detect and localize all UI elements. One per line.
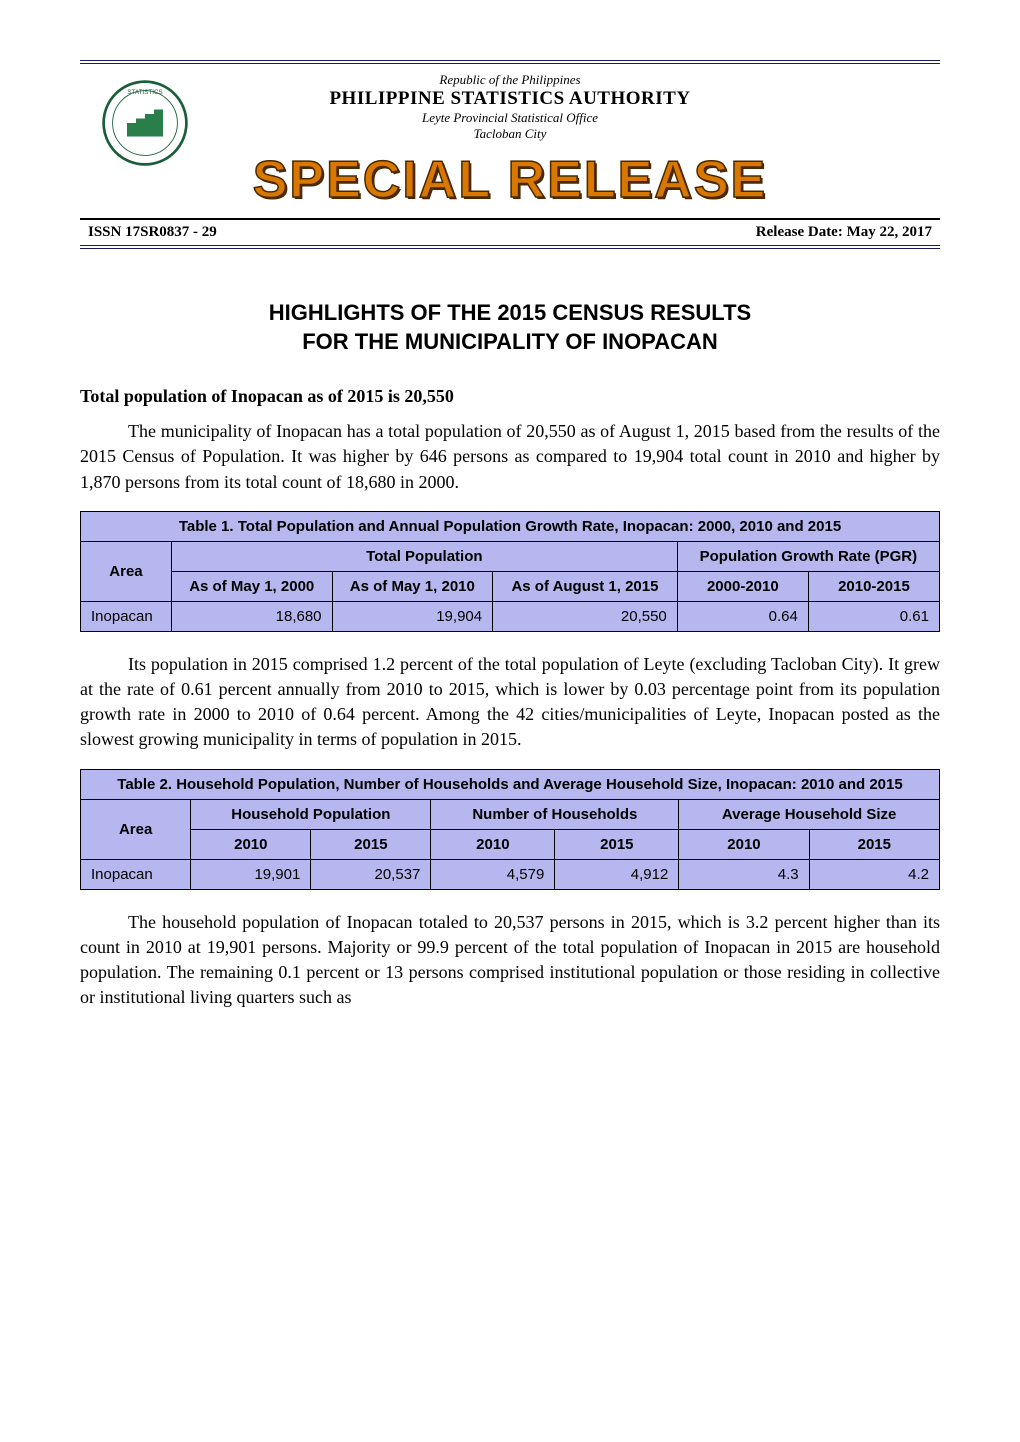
republic-label: Republic of the Philippines (80, 72, 940, 88)
table2-ahs-2015: 2015 (809, 829, 939, 859)
table2-area: Inopacan (81, 859, 191, 889)
city-label: Tacloban City (80, 126, 940, 142)
table2-title: Table 2. Household Population, Number of… (81, 769, 940, 799)
table2-nh2010: 4,579 (431, 859, 555, 889)
table1-area-header: Area (81, 541, 172, 601)
title-line-1: HIGHLIGHTS OF THE 2015 CENSUS RESULTS (80, 299, 940, 328)
table2-ahs-header: Average Household Size (679, 799, 940, 829)
svg-text:STATISTICS: STATISTICS (127, 89, 162, 96)
table2-ahs2010: 4.3 (679, 859, 809, 889)
letterhead-text: Republic of the Philippines PHILIPPINE S… (80, 72, 940, 142)
banner: SPECIAL RELEASE (80, 146, 940, 218)
title-line-2: FOR THE MUNICIPALITY OF INOPACAN (80, 328, 940, 357)
table-2: Table 2. Household Population, Number of… (80, 769, 940, 890)
table1-col4: 2000-2010 (677, 571, 808, 601)
table1-title: Table 1. Total Population and Annual Pop… (81, 511, 940, 541)
banner-text: SPECIAL RELEASE (253, 151, 767, 209)
paragraph-3: The household population of Inopacan tot… (80, 910, 940, 1011)
paragraph-2: Its population in 2015 comprised 1.2 per… (80, 652, 940, 753)
table2-hp-2015: 2015 (311, 829, 431, 859)
table2-nh2015: 4,912 (555, 859, 679, 889)
table2-hp-2010: 2010 (191, 829, 311, 859)
table1-pgr-header: Population Growth Rate (PGR) (677, 541, 939, 571)
section-subtitle: Total population of Inopacan as of 2015 … (80, 386, 940, 407)
office-label: Leyte Provincial Statistical Office (80, 110, 940, 126)
table1-totalpop-header: Total Population (171, 541, 677, 571)
issn-label: ISSN 17SR0837 - 29 (88, 224, 217, 241)
table1-v4: 0.64 (677, 601, 808, 631)
table2-area-header: Area (81, 799, 191, 859)
table2-nh-header: Number of Households (431, 799, 679, 829)
table2-nh-2010: 2010 (431, 829, 555, 859)
table1-v1: 18,680 (171, 601, 332, 631)
paragraph-1: The municipality of Inopacan has a total… (80, 419, 940, 495)
table1-v3: 20,550 (493, 601, 678, 631)
release-date-label: Release Date: May 22, 2017 (756, 224, 932, 241)
table1-col5: 2010-2015 (808, 571, 939, 601)
table2-hp-header: Household Population (191, 799, 431, 829)
psa-logo-icon: STATISTICS (100, 78, 190, 168)
table-1: Table 1. Total Population and Annual Pop… (80, 511, 940, 632)
page-title: HIGHLIGHTS OF THE 2015 CENSUS RESULTS FO… (80, 299, 940, 356)
table1-v5: 0.61 (808, 601, 939, 631)
table-row: Inopacan 18,680 19,904 20,550 0.64 0.61 (81, 601, 940, 631)
table1-area: Inopacan (81, 601, 172, 631)
table1-col3: As of August 1, 2015 (493, 571, 678, 601)
table1-v2: 19,904 (332, 601, 493, 631)
table2-hp2010: 19,901 (191, 859, 311, 889)
table1-col2: As of May 1, 2010 (332, 571, 493, 601)
header-section: STATISTICS Republic of the Philippines P… (80, 60, 940, 249)
issn-bar: ISSN 17SR0837 - 29 Release Date: May 22,… (80, 218, 940, 249)
letterhead: STATISTICS Republic of the Philippines P… (80, 70, 940, 146)
table2-ahs-2010: 2010 (679, 829, 809, 859)
table-row: Inopacan 19,901 20,537 4,579 4,912 4.3 4… (81, 859, 940, 889)
table2-nh-2015: 2015 (555, 829, 679, 859)
authority-label: PHILIPPINE STATISTICS AUTHORITY (80, 88, 940, 110)
table2-ahs2015: 4.2 (809, 859, 939, 889)
table2-hp2015: 20,537 (311, 859, 431, 889)
table1-col1: As of May 1, 2000 (171, 571, 332, 601)
